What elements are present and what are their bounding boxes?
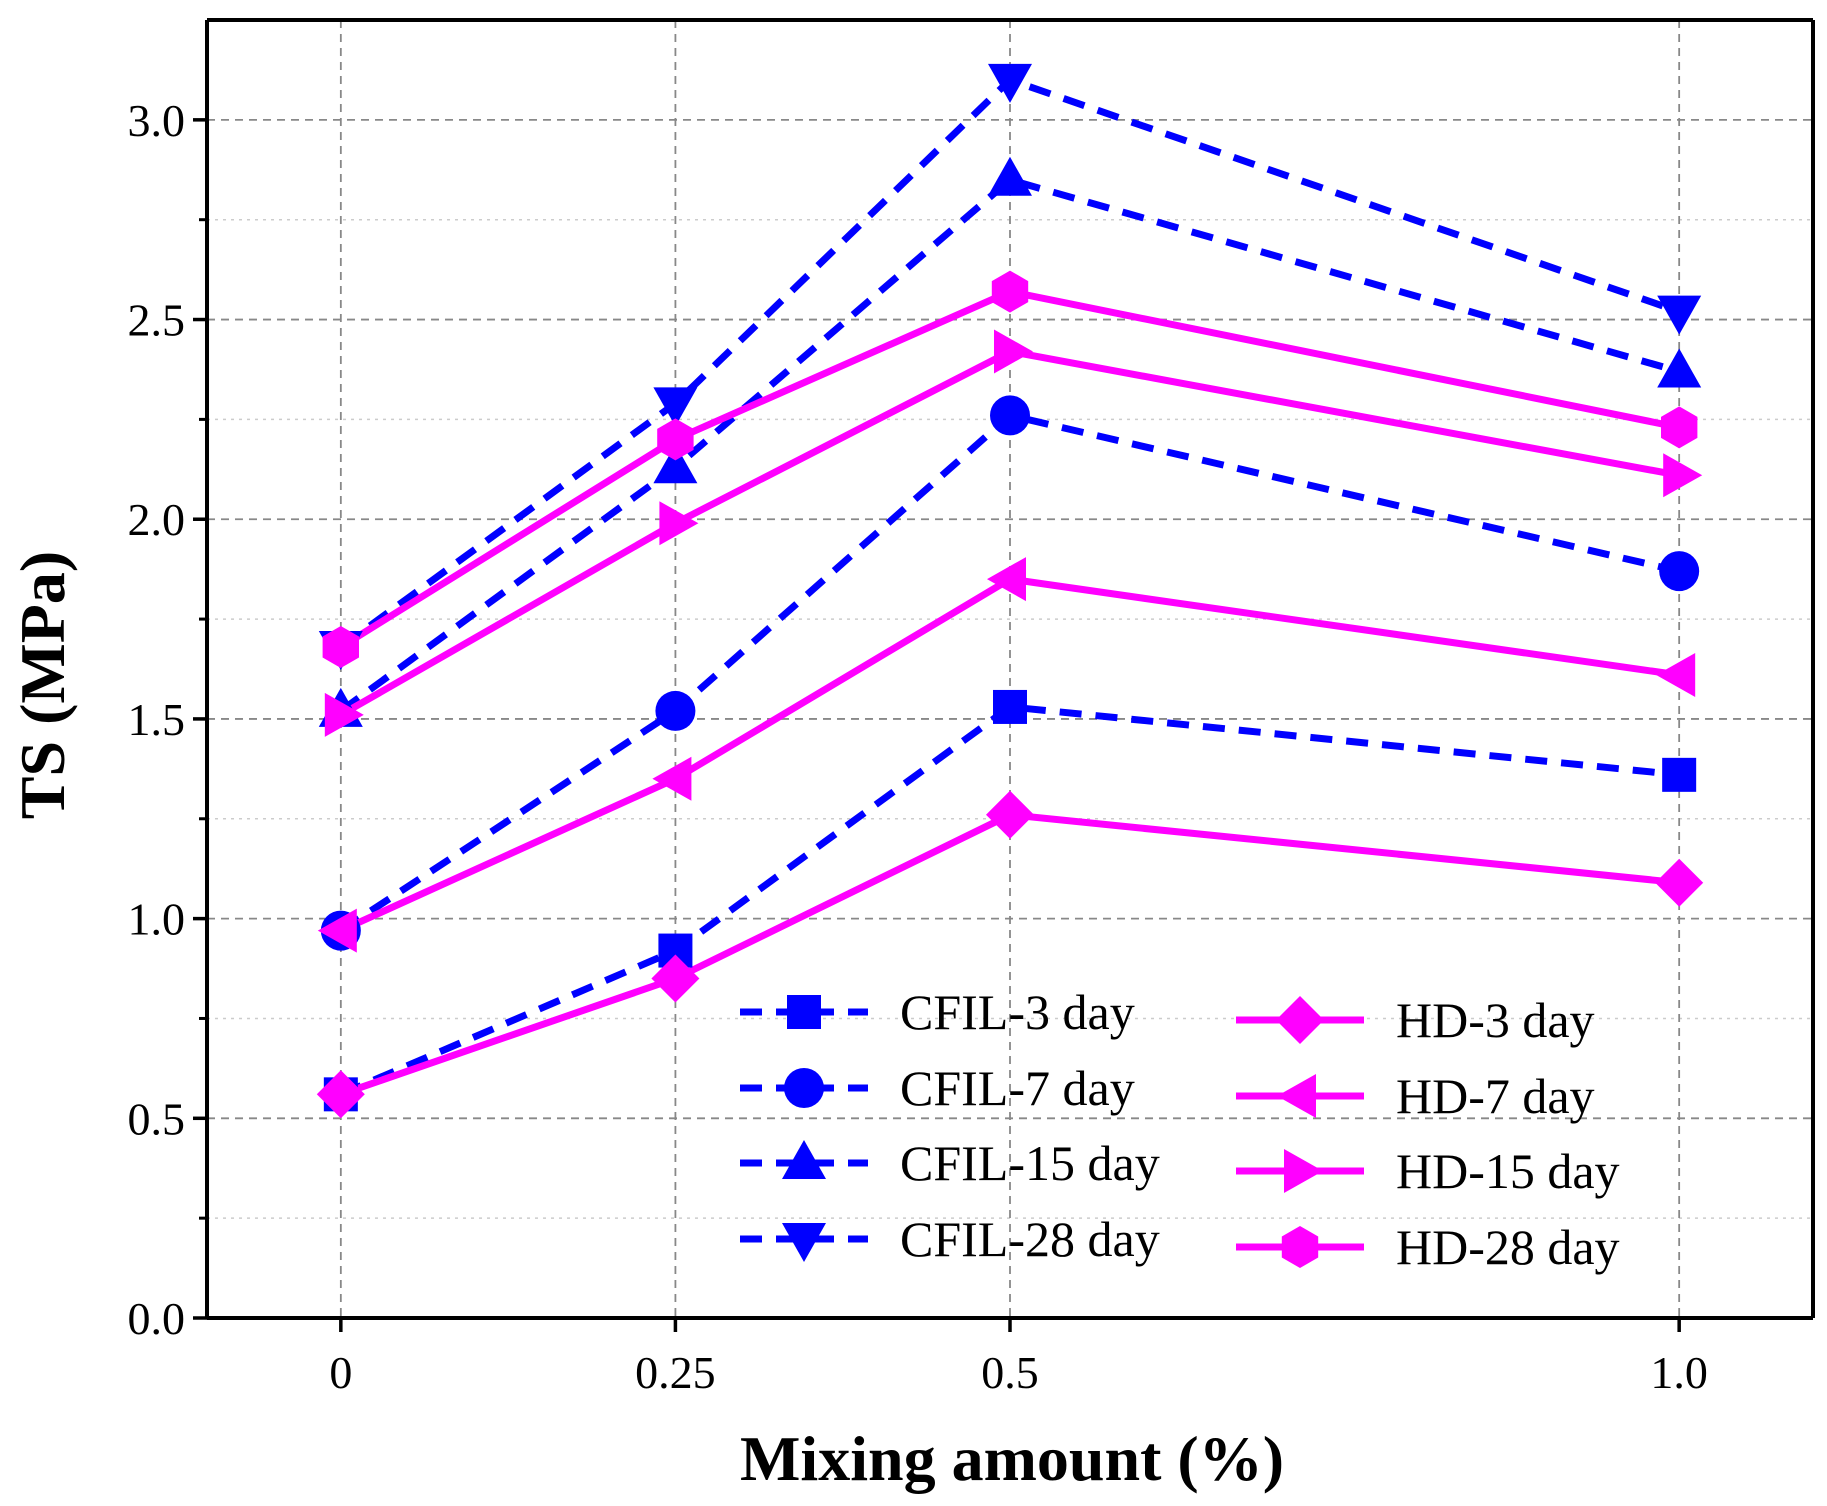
x-tick-label: 1.0 <box>1650 1347 1708 1398</box>
data-point-hd-7-day <box>652 756 692 801</box>
series-line-cfil-15-day <box>338 176 1681 714</box>
x-tick-label: 0.5 <box>981 1347 1039 1398</box>
data-point-hd-28-day <box>657 418 694 461</box>
legend: CFIL-3 day CFIL-7 day CFIL-15 day CFIL-28 d… <box>740 984 1620 1275</box>
legend-label-hd-3-day: HD-3 day <box>1396 992 1595 1048</box>
data-point-hd-28-day <box>322 626 359 668</box>
data-point-hd-7-day <box>1656 653 1696 697</box>
legend-marker-hd-7-day <box>1277 1074 1316 1118</box>
data-point-hd-28-day <box>991 270 1029 313</box>
series-line-hd-3-day <box>339 811 1680 1098</box>
y-tick-label: 3.0 <box>128 95 186 146</box>
legend-marker-cfil-28-day <box>782 1223 826 1262</box>
y-axis-title: TS (MPa) <box>7 551 78 819</box>
series-line-cfil-28-day <box>338 76 1681 650</box>
data-point-cfil-28-day <box>988 63 1032 103</box>
data-point-cfil-15-day <box>988 156 1032 196</box>
data-point-cfil-7-day <box>1659 551 1700 592</box>
data-point-cfil-15-day <box>653 444 698 484</box>
data-point-hd-15-day <box>324 692 364 737</box>
series-line-hd-28-day <box>338 288 1680 650</box>
data-point-hd-15-day <box>659 501 699 546</box>
data-point-hd-15-day <box>994 329 1033 374</box>
series-group <box>316 63 1704 1119</box>
legend-marker-cfil-15-day <box>782 1140 826 1179</box>
axes: 0.0 0.5 1.0 1.5 2.0 2.5 3.0 0 0.25 0.5 1.0 <box>128 18 1815 1398</box>
x-axis-title: Mixing amount (%) <box>740 1423 1284 1494</box>
data-point-hd-7-day <box>317 908 357 953</box>
data-point-hd-3-day <box>316 1070 365 1119</box>
legend-marker-hd-3-day <box>1276 996 1324 1044</box>
series-line-cfil-7-day <box>338 411 1680 934</box>
y-tick-label: 1.5 <box>128 694 186 745</box>
x-tick-label: 0 <box>329 1347 352 1398</box>
legend-label-cfil-3-day: CFIL-3 day <box>900 984 1135 1040</box>
series-line-cfil-3-day <box>339 703 1680 1098</box>
data-point-hd-28-day <box>1661 406 1698 449</box>
legend-label-hd-15-day: HD-15 day <box>1396 1143 1620 1199</box>
legend-label-cfil-7-day: CFIL-7 day <box>900 1060 1135 1116</box>
data-point-hd-7-day <box>987 557 1026 602</box>
series-line-hd-7-day <box>339 575 1680 934</box>
data-point-hd-3-day <box>651 954 700 1003</box>
grid <box>207 20 1813 1318</box>
y-tick-label: 0.0 <box>128 1293 186 1344</box>
legend-marker-hd-28-day <box>1281 1226 1319 1268</box>
legend-label-hd-7-day: HD-7 day <box>1396 1068 1595 1124</box>
data-point-cfil-3-day <box>1662 757 1697 792</box>
y-tick-label: 2.0 <box>128 494 186 545</box>
data-point-cfil-3-day <box>993 689 1027 724</box>
legend-marker-cfil-3-day <box>787 995 821 1029</box>
y-tick-label: 1.0 <box>128 894 186 945</box>
data-point-hd-15-day <box>1663 453 1703 498</box>
data-point-cfil-28-day <box>653 387 698 427</box>
legend-label-cfil-15-day: CFIL-15 day <box>900 1135 1160 1191</box>
x-tick-label: 0.25 <box>635 1347 716 1398</box>
legend-label-hd-28-day: HD-28 day <box>1396 1219 1620 1275</box>
y-tick-label: 0.5 <box>128 1093 186 1144</box>
data-point-cfil-28-day <box>1657 295 1702 335</box>
legend-marker-hd-15-day <box>1284 1149 1323 1193</box>
legend-label-cfil-28-day: CFIL-28 day <box>900 1211 1160 1267</box>
data-point-cfil-7-day <box>990 395 1030 436</box>
legend-marker-cfil-7-day <box>784 1068 824 1108</box>
data-point-hd-3-day <box>986 790 1034 839</box>
data-point-cfil-15-day <box>1657 348 1702 388</box>
data-point-hd-3-day <box>1655 858 1704 907</box>
series-line-hd-15-day <box>339 348 1680 718</box>
data-point-cfil-7-day <box>655 690 696 731</box>
y-tick-label: 2.5 <box>128 295 186 346</box>
